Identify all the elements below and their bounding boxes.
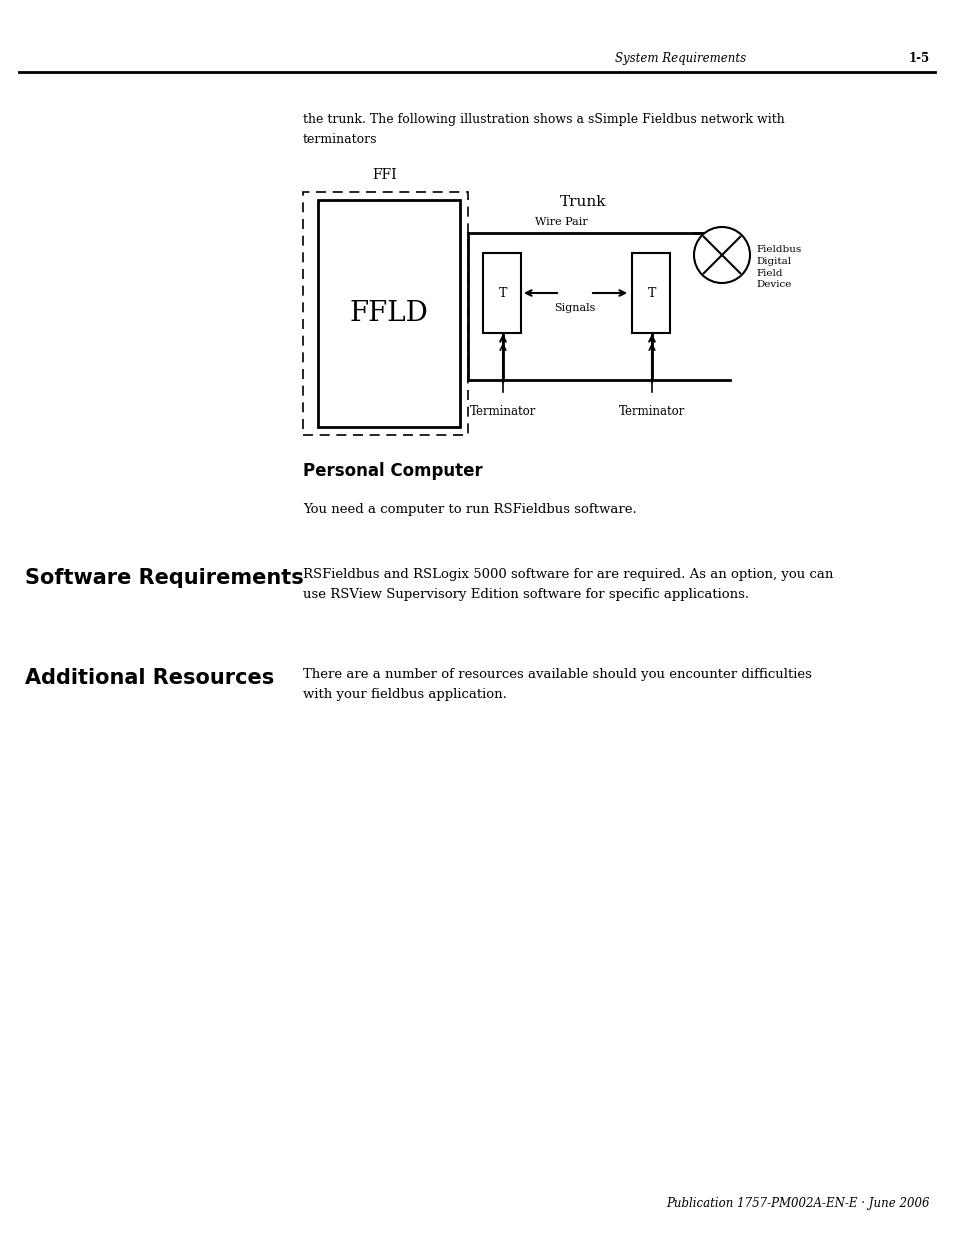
Bar xyxy=(317,200,459,427)
Text: T: T xyxy=(647,287,656,300)
Text: Terminator: Terminator xyxy=(469,405,536,417)
Text: Software Requirements: Software Requirements xyxy=(25,568,303,588)
Circle shape xyxy=(693,227,749,283)
Text: T: T xyxy=(498,287,507,300)
Text: with your fieldbus application.: with your fieldbus application. xyxy=(303,688,506,701)
Text: Trunk: Trunk xyxy=(559,195,606,209)
Text: System Requirements: System Requirements xyxy=(615,52,745,64)
Text: Fieldbus
Digital
Field
Device: Fieldbus Digital Field Device xyxy=(755,245,801,289)
Text: Publication 1757-PM002A-EN-E · June 2006: Publication 1757-PM002A-EN-E · June 2006 xyxy=(666,1197,929,1210)
Text: Personal Computer: Personal Computer xyxy=(303,462,482,480)
Text: Wire Pair: Wire Pair xyxy=(535,217,587,227)
Bar xyxy=(482,253,520,333)
Text: terminators: terminators xyxy=(303,133,377,146)
Text: FFLD: FFLD xyxy=(349,300,428,326)
Text: 1-5: 1-5 xyxy=(908,52,929,64)
Text: FFI: FFI xyxy=(373,168,396,182)
Text: use RSView Supervisory Edition software for specific applications.: use RSView Supervisory Edition software … xyxy=(303,588,748,601)
Text: Additional Resources: Additional Resources xyxy=(25,668,274,688)
Text: Terminator: Terminator xyxy=(618,405,684,417)
Text: There are a number of resources available should you encounter difficulties: There are a number of resources availabl… xyxy=(303,668,811,680)
Bar xyxy=(631,253,669,333)
Bar xyxy=(303,191,468,435)
Text: Signals: Signals xyxy=(554,303,595,312)
Text: the trunk. The following illustration shows a sSimple Fieldbus network with: the trunk. The following illustration sh… xyxy=(303,112,784,126)
Text: You need a computer to run RSFieldbus software.: You need a computer to run RSFieldbus so… xyxy=(303,503,636,516)
Text: RSFieldbus and RSLogix 5000 software for are required. As an option, you can: RSFieldbus and RSLogix 5000 software for… xyxy=(303,568,833,580)
